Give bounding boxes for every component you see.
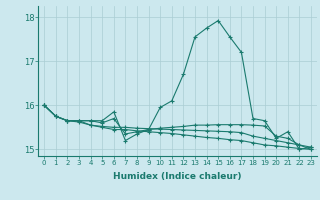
X-axis label: Humidex (Indice chaleur): Humidex (Indice chaleur) xyxy=(113,172,242,181)
